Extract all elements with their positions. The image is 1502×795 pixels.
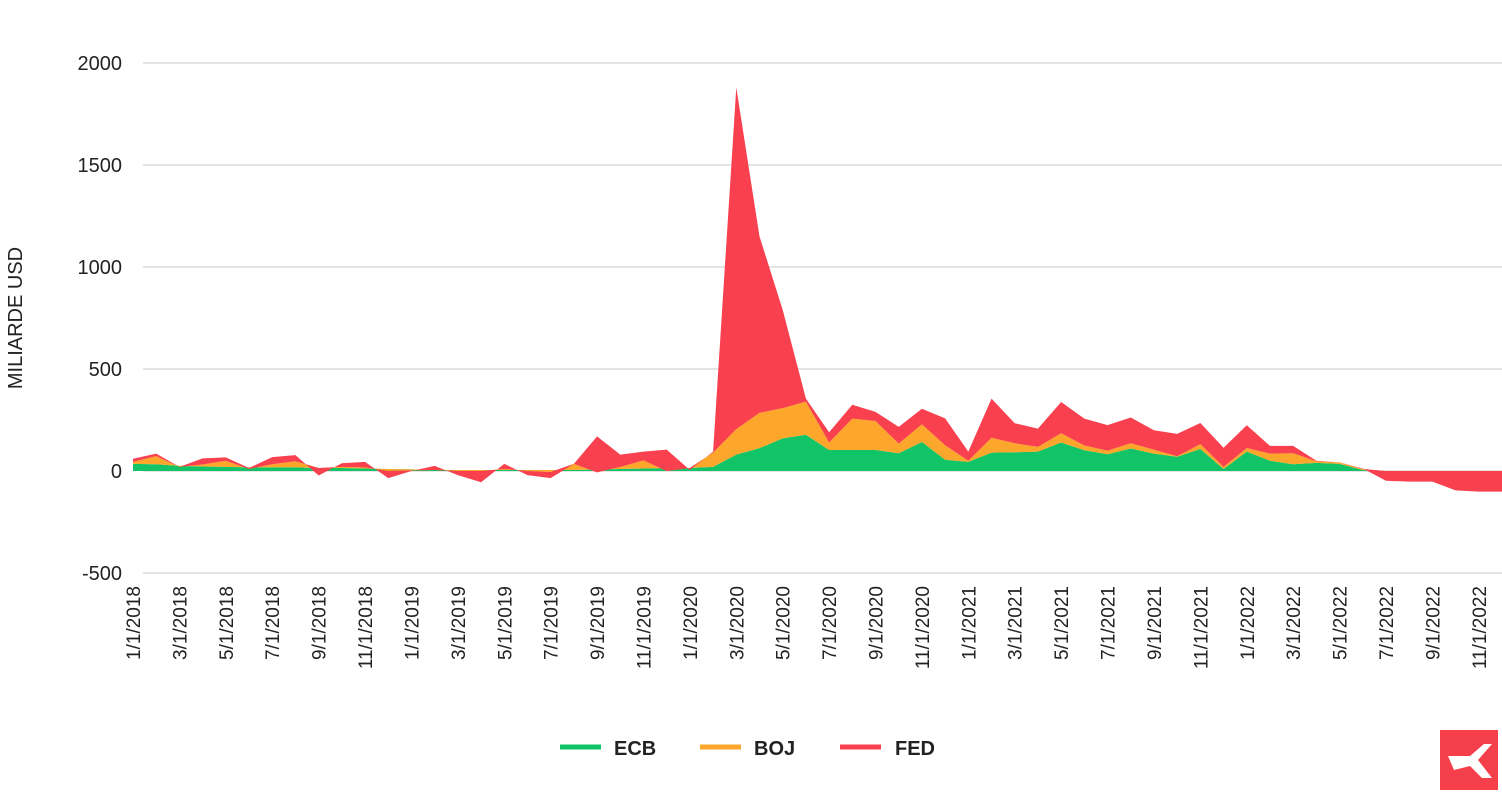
x-tick-label: 7/1/2021 <box>1099 586 1120 660</box>
x-tick-label: 11/1/2018 <box>356 586 377 669</box>
y-tick-label: 1000 <box>78 257 123 279</box>
legend-item-ecb[interactable]: ECB <box>560 738 656 760</box>
legend-label-boj: BOJ <box>754 738 795 760</box>
y-tick-label: 0 <box>111 461 122 483</box>
x-tick-label: 11/1/2021 <box>1191 586 1212 669</box>
x-tick-label: 3/1/2019 <box>449 586 470 660</box>
x-tick-label: 1/1/2022 <box>1238 586 1259 660</box>
y-tick-label: 2000 <box>78 53 123 75</box>
x-tick-label: 11/1/2020 <box>913 586 934 669</box>
legend-label-fed: FED <box>895 738 935 760</box>
x-tick-label: 1/1/2020 <box>681 586 702 660</box>
x-tick-label: 5/1/2020 <box>774 586 795 660</box>
x-tick-label: 3/1/2020 <box>727 586 748 660</box>
x-tick-label: 3/1/2022 <box>1284 586 1305 660</box>
gridlines <box>143 62 1502 574</box>
brand-logo <box>1440 730 1498 790</box>
x-tick-label: 9/1/2018 <box>310 586 331 660</box>
x-tick-label: 5/1/2022 <box>1331 586 1352 660</box>
y-tick-label: 500 <box>89 359 122 381</box>
x-tick-label: 1/1/2018 <box>124 586 145 660</box>
x-tick-label: 7/1/2022 <box>1377 586 1398 660</box>
area-boj <box>133 401 1502 473</box>
x-tick-label: 1/1/2019 <box>402 586 423 660</box>
legend: ECB BOJ FED <box>560 738 935 760</box>
x-tick-label: 3/1/2021 <box>1006 586 1027 660</box>
x-tick-label: 11/1/2019 <box>634 586 655 669</box>
legend-item-fed[interactable]: FED <box>840 738 935 760</box>
y-tick-label: -500 <box>82 563 122 585</box>
x-tick-label: 7/1/2018 <box>263 586 284 660</box>
logo-x-mark-icon <box>1448 744 1492 778</box>
x-tick-label: 7/1/2020 <box>820 586 841 660</box>
x-tick-label: 7/1/2019 <box>542 586 563 660</box>
x-tick-label: 5/1/2019 <box>495 586 516 660</box>
y-axis-title: MILIARDE USD <box>5 247 27 389</box>
x-tick-label: 1/1/2021 <box>959 586 980 660</box>
x-tick-label: 5/1/2021 <box>1052 586 1073 660</box>
x-tick-label: 9/1/2021 <box>1145 586 1166 660</box>
x-tick-label: 9/1/2020 <box>867 586 888 660</box>
x-tick-label: 3/1/2018 <box>170 586 191 660</box>
legend-label-ecb: ECB <box>614 738 656 760</box>
x-tick-label: 5/1/2018 <box>217 586 238 660</box>
legend-item-boj[interactable]: BOJ <box>700 738 795 760</box>
y-axis-ticks: 2000 1500 1000 500 0 -500 <box>78 53 123 585</box>
y-tick-label: 1500 <box>78 155 123 177</box>
x-tick-label: 9/1/2019 <box>588 586 609 660</box>
x-tick-label: 9/1/2022 <box>1423 586 1444 660</box>
x-axis-ticks: 1/1/2018 3/1/2018 5/1/2018 7/1/2018 9/1/2018… <box>124 586 1491 669</box>
series-areas <box>133 87 1502 492</box>
area-ecb <box>133 434 1502 471</box>
x-tick-label: 11/1/2022 <box>1470 586 1491 669</box>
